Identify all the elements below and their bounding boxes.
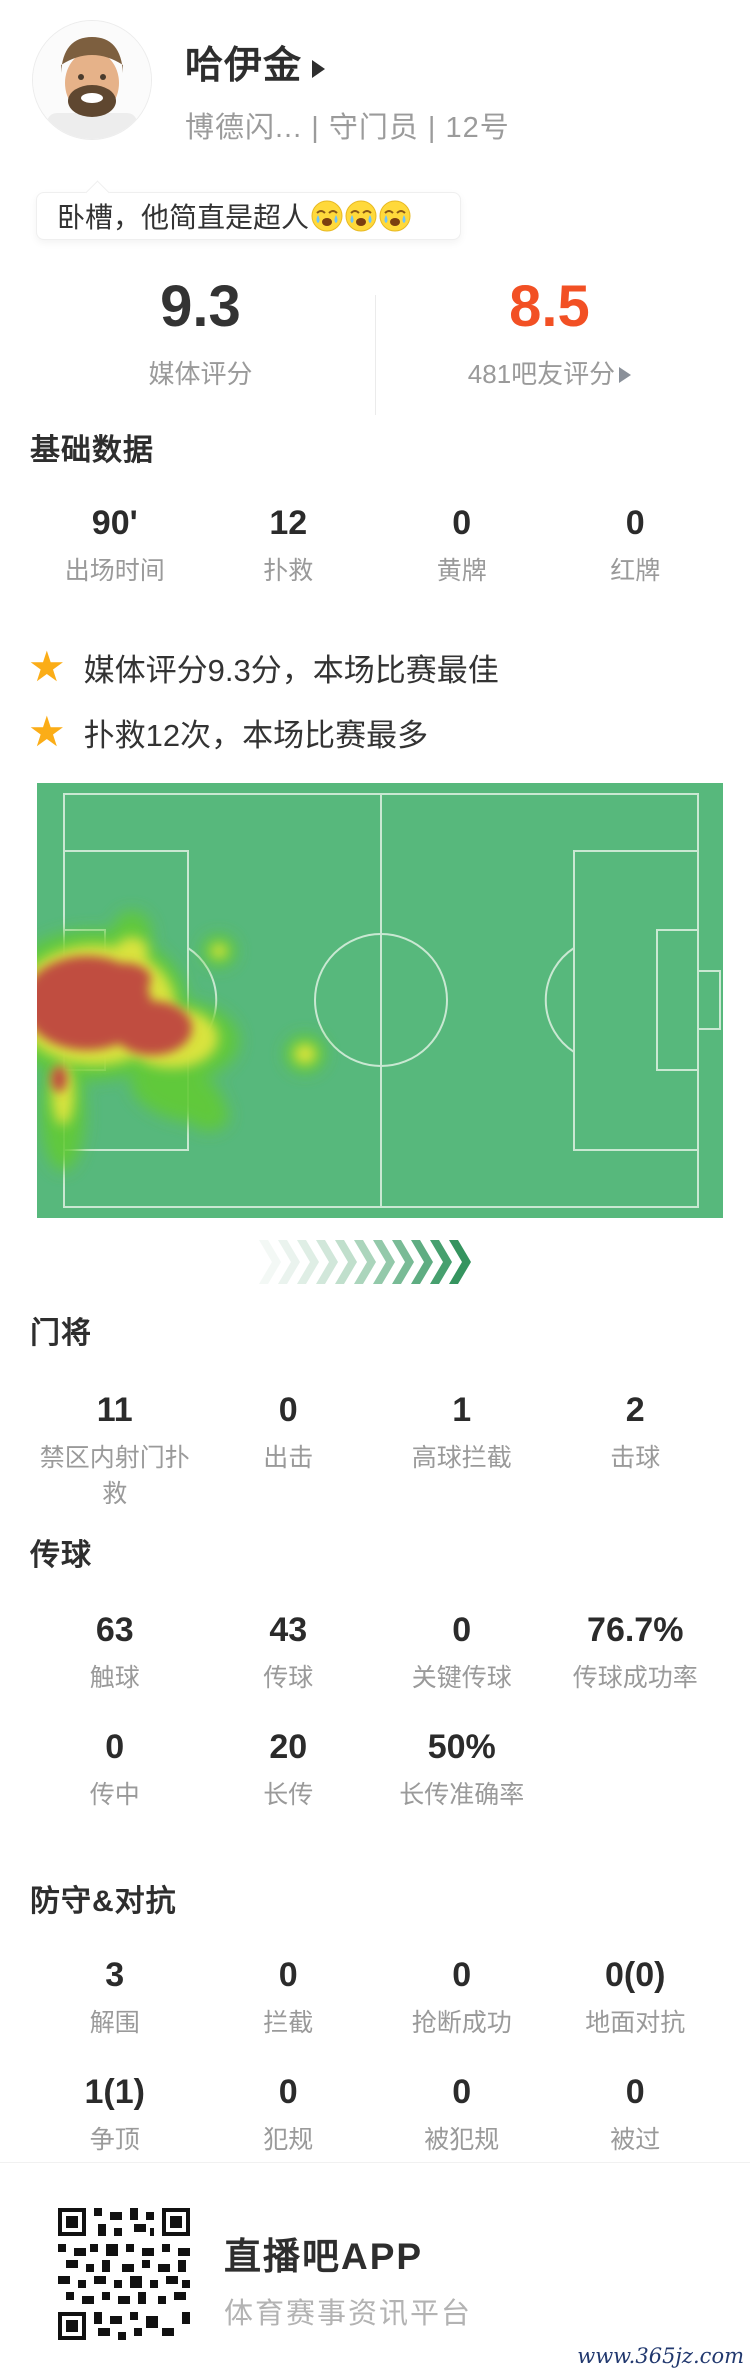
- crying-emoji: [345, 200, 377, 232]
- fan-rating-caret-icon: [619, 367, 632, 383]
- stat-passes: 43 传球: [263, 1611, 314, 1692]
- highlight-row: ★ 扑救12次，本场比赛最多: [28, 710, 428, 754]
- star-icon: ★: [28, 642, 66, 691]
- stat-clearances: 3 解围: [89, 1956, 140, 2037]
- section-title-base: 基础数据: [30, 434, 154, 467]
- media-rating-label: 媒体评分: [148, 359, 253, 389]
- stat-fouls: 0 犯规: [263, 2073, 314, 2154]
- stat-high-claims: 1 高球拦截: [411, 1391, 512, 1472]
- section-title-goalkeeper: 门将: [30, 1317, 92, 1350]
- media-rating-value: 9.3: [160, 274, 241, 339]
- fan-comment-bubble[interactable]: 卧槽，他简直是超人: [36, 192, 461, 240]
- stat-yellow-cards: 0 黄牌: [436, 504, 487, 585]
- highlight-text: 媒体评分9.3分，本场比赛最佳: [83, 652, 499, 688]
- rating-divider: [375, 295, 376, 415]
- player-meta: 博德闪... | 守门员 | 12号: [185, 112, 510, 144]
- section-title-passing: 传球: [30, 1539, 92, 1572]
- crying-emoji: [311, 200, 343, 232]
- player-photo: [33, 21, 151, 139]
- position-heatmap: [37, 783, 723, 1218]
- section-title-defense: 防守&对抗: [30, 1885, 177, 1918]
- stat-long-balls: 20 长传: [263, 1728, 314, 1809]
- goalkeeper-stats-grid: 11 禁区内射门扑救 0 出击 1 高球拦截 2 击球: [0, 1390, 750, 1510]
- stat-box-saves: 11 禁区内射门扑救: [39, 1391, 190, 1508]
- app-description: 体育赛事资讯平台: [224, 2298, 473, 2330]
- stat-fouled: 0 被犯规: [424, 2073, 500, 2154]
- passing-stats-row2: 0 传中 20 长传 50% 长传准确率: [0, 1727, 750, 1811]
- player-name-row[interactable]: 哈伊金: [185, 34, 326, 89]
- media-rating: 9.3 媒体评分: [28, 278, 373, 391]
- stat-tackles-won: 0 抢断成功: [411, 1956, 512, 2037]
- expand-caret-icon: [312, 60, 326, 78]
- passing-stats-row1: 63 触球 43 传球 0 关键传球 76.7% 传球成功率: [0, 1610, 750, 1694]
- highlight-text: 扑救12次，本场比赛最多: [83, 717, 429, 753]
- player-avatar[interactable]: [32, 20, 152, 140]
- stat-dribbled-past: 0 被过: [610, 2073, 661, 2154]
- defense-stats-row2: 1(1) 争顶 0 犯规 0 被犯规 0 被过: [0, 2072, 750, 2156]
- base-stats-grid: 90' 出场时间 12 扑救 0 黄牌 0 红牌: [0, 503, 750, 587]
- site-watermark: www.365jz.com: [577, 2344, 744, 2368]
- highlight-row: ★ 媒体评分9.3分，本场比赛最佳: [28, 645, 499, 689]
- direction-chevrons: [259, 1238, 491, 1291]
- heat-layer-red: [37, 956, 192, 1092]
- fan-rating-label: 481吧友评分: [377, 354, 722, 391]
- stat-key-passes: 0 关键传球: [411, 1611, 512, 1692]
- stat-long-ball-accuracy: 50% 长传准确率: [399, 1728, 525, 1809]
- app-name: 直播吧APP: [224, 2236, 424, 2277]
- stat-minutes: 90' 出场时间: [64, 504, 165, 585]
- stat-touches: 63 触球: [89, 1611, 140, 1692]
- stat-red-cards: 0 红牌: [610, 504, 661, 585]
- stat-punches: 2 击球: [610, 1391, 661, 1472]
- stat-crosses: 0 传中: [89, 1728, 140, 1809]
- fan-comment-text: 卧槽，他简直是超人: [57, 202, 310, 233]
- star-icon: ★: [28, 707, 66, 756]
- stat-ground-duels: 0(0) 地面对抗: [585, 1956, 686, 2037]
- stat-blocks: 0 拦截: [263, 1956, 314, 2037]
- stat-rushes: 0 出击: [263, 1391, 314, 1472]
- stat-saves: 12 扑救: [263, 504, 314, 585]
- crying-emoji: [379, 200, 411, 232]
- fan-rating-value: 8.5: [509, 274, 590, 339]
- stat-aerial-duels: 1(1) 争顶: [84, 2073, 145, 2154]
- fan-rating[interactable]: 8.5 481吧友评分: [377, 278, 722, 391]
- player-name: 哈伊金: [185, 45, 303, 87]
- footer-divider: [0, 2162, 750, 2163]
- app-qr-code: [58, 2208, 190, 2340]
- stat-pass-accuracy: 76.7% 传球成功率: [572, 1611, 698, 1692]
- defense-stats-row1: 3 解围 0 拦截 0 抢断成功 0(0) 地面对抗: [0, 1955, 750, 2039]
